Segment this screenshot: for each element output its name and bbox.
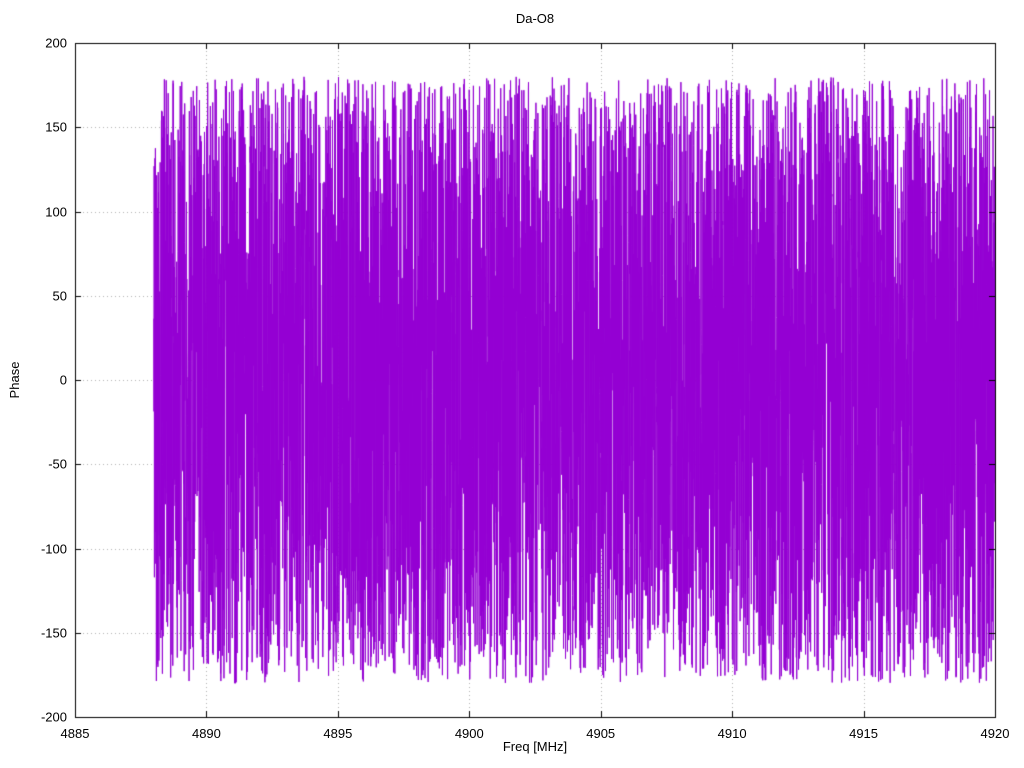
x-tick-label: 4895 xyxy=(323,726,353,741)
x-tick-label: 4900 xyxy=(454,726,484,741)
x-tick-label: 4885 xyxy=(60,726,90,741)
y-tick-label: -200 xyxy=(40,709,67,725)
y-tick-label: 100 xyxy=(45,204,67,219)
y-tick-label: -100 xyxy=(40,541,67,556)
y-axis-label: Phase xyxy=(6,361,22,399)
x-tick-label: 4915 xyxy=(849,726,879,741)
y-tick-label: 50 xyxy=(52,288,67,304)
chart-title: Da-O8 xyxy=(515,11,555,26)
x-tick-label: 4920 xyxy=(980,726,1010,741)
x-tick-label: 4910 xyxy=(717,726,747,741)
y-tick-label: -150 xyxy=(40,625,67,641)
x-tick-label: 4905 xyxy=(586,726,616,741)
x-axis-label: Freq [MHz] xyxy=(502,739,568,754)
y-tick-label: -50 xyxy=(48,456,67,472)
x-tick-label: 4890 xyxy=(191,726,221,741)
y-tick-label: 150 xyxy=(45,119,67,135)
y-tick-label: 0 xyxy=(59,372,67,388)
y-tick-label: 200 xyxy=(45,35,67,51)
